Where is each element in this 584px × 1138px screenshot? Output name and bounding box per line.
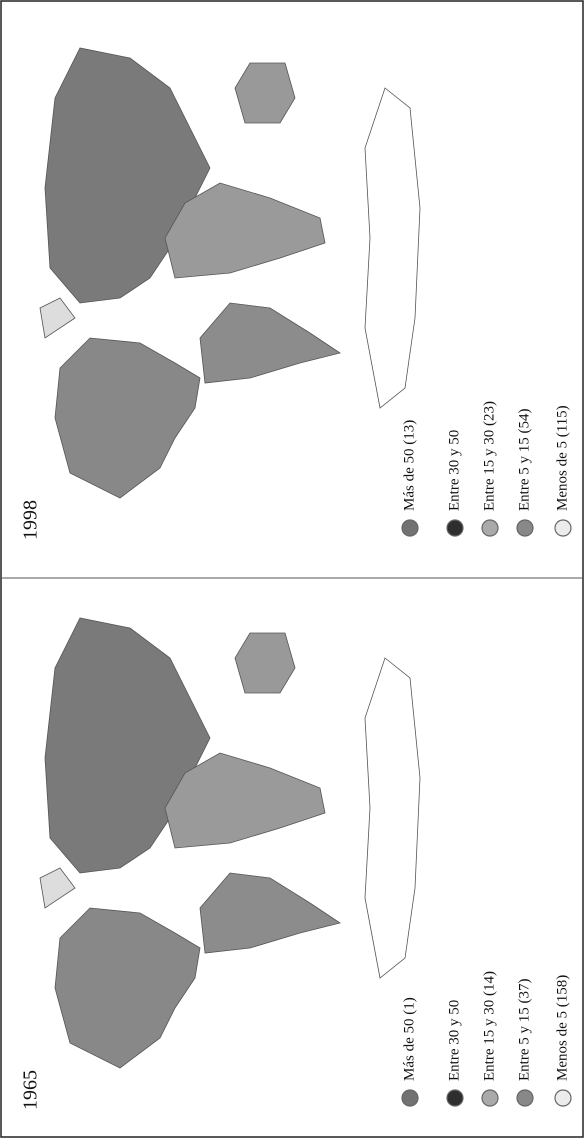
north-america [54, 907, 201, 1069]
legend-label: Entre 15 y 30 (23) [481, 401, 497, 511]
legend-swatch [401, 1089, 419, 1107]
year-label: 1965 [20, 1070, 42, 1110]
legend-swatch [554, 1089, 572, 1107]
australia [234, 62, 296, 124]
north-america [54, 337, 201, 499]
south-america [199, 302, 341, 384]
map-panel: 1965 Más de 50 (1) Entre 30 y 50 Entre 15 y… [20, 617, 572, 1110]
greenland [39, 297, 76, 339]
legend-label: Entre 30 y 50 [446, 1000, 462, 1081]
australia [234, 632, 296, 694]
legend-swatch [481, 519, 499, 537]
antarctica [364, 87, 421, 409]
legend-swatch [446, 519, 464, 537]
legend-swatch [516, 519, 534, 537]
legend-label: Entre 5 y 15 (54) [516, 409, 532, 511]
legend-swatch [516, 1089, 534, 1107]
year-label: 1998 [20, 500, 42, 540]
legend-label: Entre 30 y 50 [446, 430, 462, 511]
rotated-content: 1965 Más de 50 (1) Entre 30 y 50 Entre 15 y… [20, 47, 572, 1110]
legend-label: Entre 15 y 30 (14) [481, 971, 497, 1081]
greenland [39, 867, 76, 909]
legend-swatch [554, 519, 572, 537]
legend-label: Entre 5 y 15 (37) [516, 979, 532, 1081]
legend-label: Menos de 5 (158) [554, 975, 570, 1081]
legend-swatch [481, 1089, 499, 1107]
legend-label: Más de 50 (13) [401, 420, 417, 511]
legend-label: Más de 50 (1) [401, 997, 417, 1081]
antarctica [364, 657, 421, 979]
africa [164, 182, 326, 279]
south-america [199, 872, 341, 954]
legend-swatch [446, 1089, 464, 1107]
map-panel: 1998 Más de 50 (13) Entre 30 y 50 Entre 15 … [20, 47, 572, 540]
africa [164, 752, 326, 849]
legend-swatch [401, 519, 419, 537]
legend-label: Menos de 5 (115) [554, 405, 570, 511]
